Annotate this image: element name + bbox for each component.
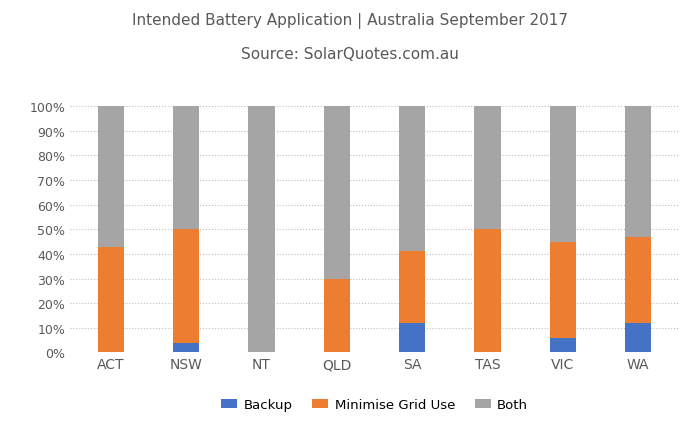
Text: Source: SolarQuotes.com.au: Source: SolarQuotes.com.au: [241, 47, 459, 62]
Bar: [98, 247, 124, 353]
Bar: [399, 107, 426, 252]
Bar: [625, 107, 651, 237]
Bar: [399, 252, 426, 323]
Bar: [625, 323, 651, 353]
Bar: [248, 107, 274, 353]
Text: Intended Battery Application | Australia September 2017: Intended Battery Application | Australia…: [132, 13, 568, 29]
Bar: [173, 107, 200, 230]
Bar: [550, 107, 576, 242]
Bar: [550, 242, 576, 338]
Legend: Backup, Minimise Grid Use, Both: Backup, Minimise Grid Use, Both: [216, 393, 533, 416]
Bar: [98, 107, 124, 247]
Bar: [475, 230, 500, 353]
Bar: [323, 107, 350, 279]
Bar: [173, 230, 200, 343]
Bar: [625, 237, 651, 323]
Bar: [399, 323, 426, 353]
Bar: [173, 343, 200, 353]
Bar: [550, 338, 576, 353]
Bar: [475, 107, 500, 230]
Bar: [323, 279, 350, 353]
